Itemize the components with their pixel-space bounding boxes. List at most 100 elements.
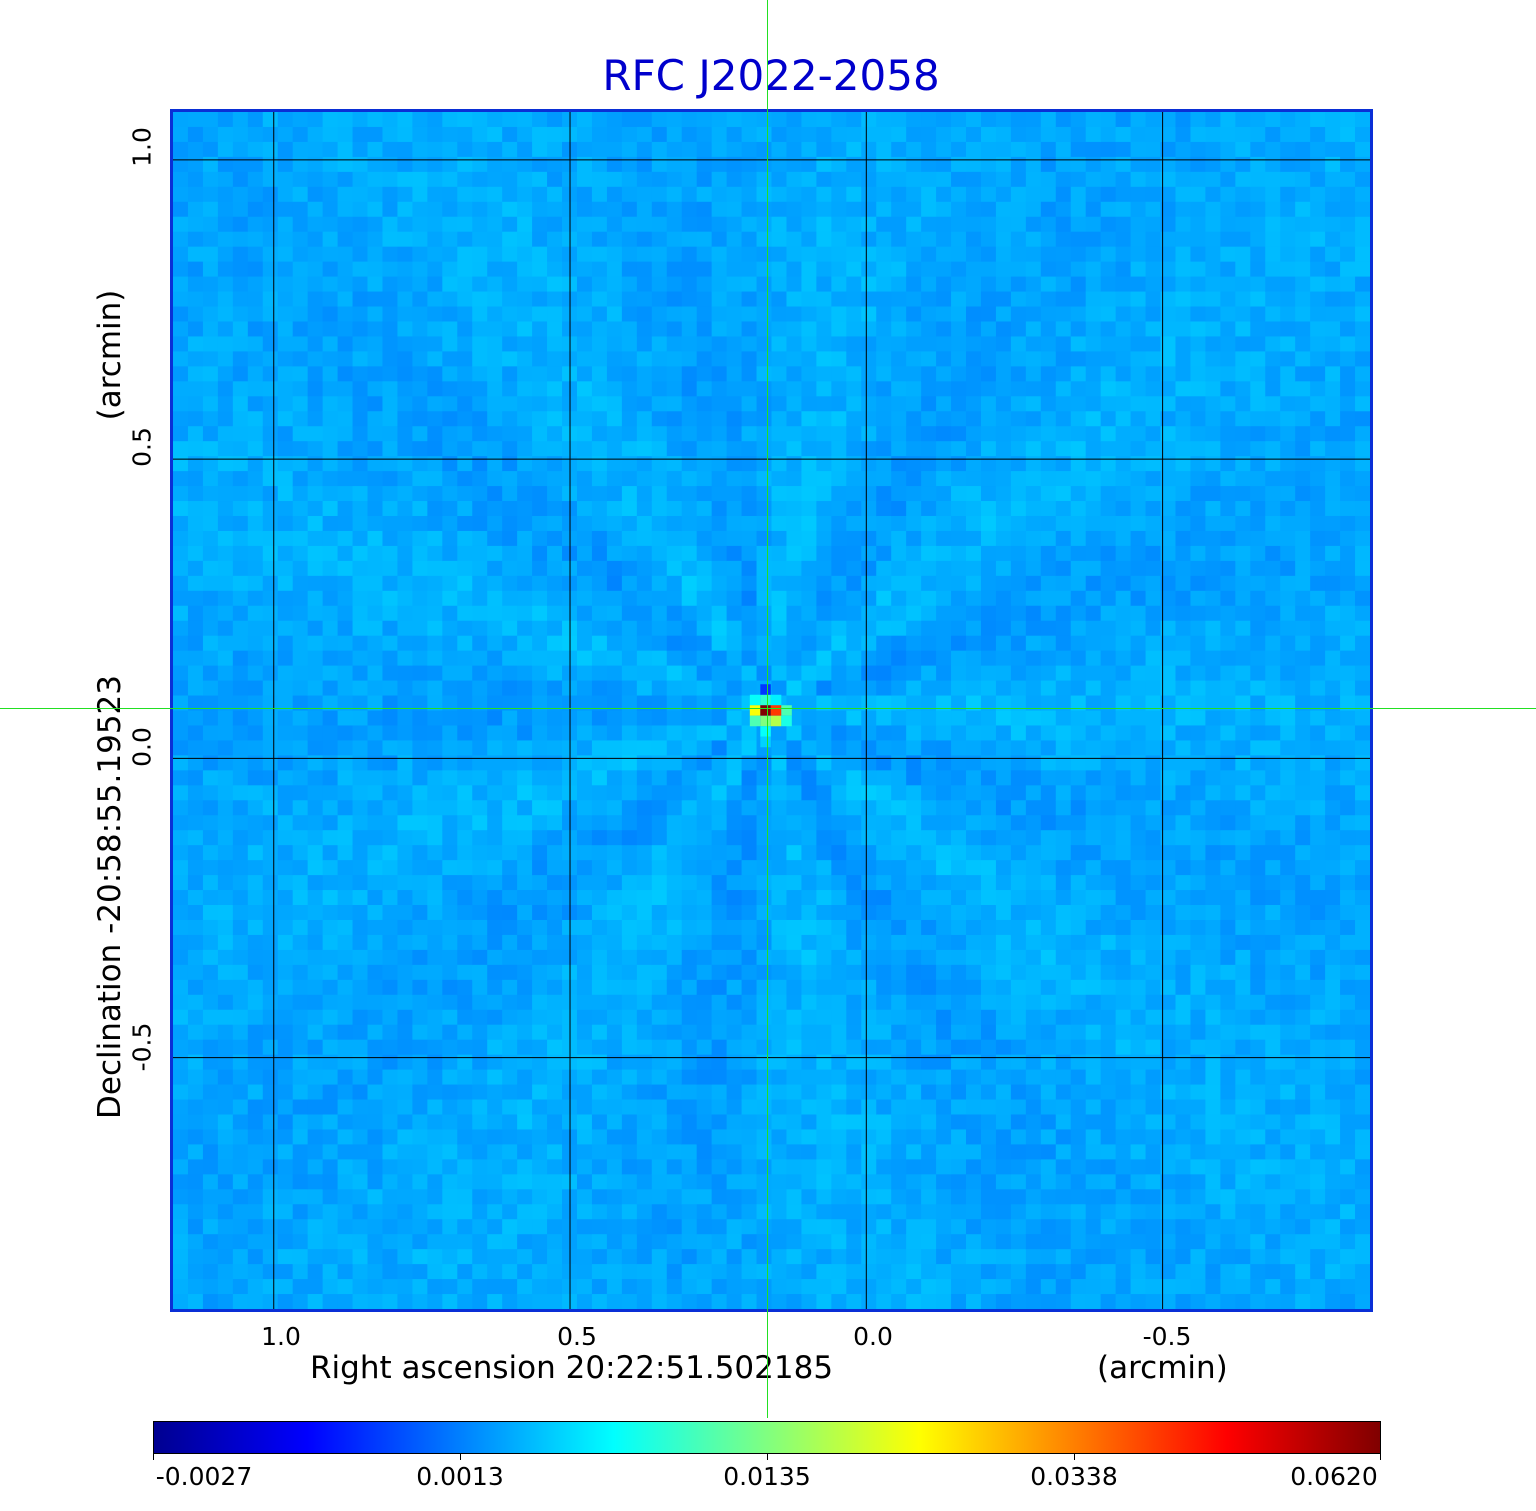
sky-pixel [651,590,668,607]
sky-pixel [966,501,982,517]
sky-pixel [876,1009,892,1026]
sky-pixel [771,994,788,1011]
sky-pixel [532,800,548,816]
sky-pixel [202,994,219,1011]
sky-pixel [352,171,369,188]
sky-pixel [1100,186,1117,203]
sky-pixel [427,306,443,323]
sky-pixel [382,1174,399,1190]
chart-title: RFC J2022-2058 [602,51,940,100]
sky-pixel [442,156,458,173]
image-plot-area[interactable] [170,109,1373,1312]
sky-pixel [936,156,952,173]
sky-pixel [891,1279,907,1295]
sky-pixel [202,1279,219,1295]
sky-pixel [397,815,413,831]
sky-pixel [891,126,907,143]
sky-pixel [621,680,638,697]
sky-pixel [397,411,413,427]
sky-pixel [382,1054,399,1071]
sky-pixel [726,201,743,218]
sky-pixel [966,800,982,816]
sky-pixel [382,156,399,173]
sky-pixel [771,216,788,233]
sky-pixel [891,860,907,876]
sky-pixel [1055,216,1072,233]
sky-pixel [816,949,832,966]
sky-pixel [966,785,982,801]
sky-pixel [786,919,803,936]
sky-pixel [1055,426,1072,442]
sky-pixel [412,994,428,1011]
sky-pixel [756,949,773,966]
sky-pixel [651,605,668,622]
sky-pixel [1040,126,1057,143]
sky-pixel [367,1159,384,1175]
sky-pixel [427,905,443,921]
sky-pixel [337,1219,354,1235]
sky-pixel [1085,575,1102,592]
sky-pixel [1025,441,1042,457]
sky-pixel [786,291,803,308]
sky-pixel [1085,501,1102,517]
sky-pixel [337,845,354,861]
sky-pixel [1010,830,1027,846]
sky-pixel [217,530,234,547]
sky-pixel [487,1279,503,1295]
sky-pixel [711,396,728,412]
sky-pixel [726,1279,743,1295]
sky-pixel [681,306,698,323]
sky-pixel [1085,905,1102,921]
sky-pixel [906,725,922,742]
sky-pixel [457,126,473,143]
sky-pixel [1025,710,1042,727]
sky-pixel [816,1084,832,1101]
sky-pixel [711,366,728,382]
sky-pixel [831,1219,847,1235]
sky-pixel [1040,141,1057,158]
sky-pixel [247,501,264,517]
sky-pixel [277,830,294,846]
sky-pixel [666,590,683,607]
sky-pixel [591,231,608,248]
sky-pixel [756,1024,773,1041]
sky-pixel [636,949,653,966]
sky-pixel [921,590,937,607]
sky-pixel [173,486,189,502]
sky-pixel [502,156,518,173]
sky-pixel [711,905,728,921]
sky-pixel [322,530,339,547]
sky-pixel [591,800,608,816]
sky-pixel [966,1294,982,1309]
sky-pixel [412,545,428,562]
sky-pixel [173,321,189,338]
sky-pixel [681,456,698,472]
sky-pixel [741,1069,758,1086]
sky-pixel [517,1279,533,1295]
sky-pixel [906,1054,922,1071]
sky-pixel [307,590,324,607]
sky-pixel [367,396,384,412]
sky-pixel [517,665,533,682]
sky-pixel [247,890,264,906]
sky-pixel [651,695,668,712]
sky-pixel [382,471,399,487]
sky-pixel [771,381,788,397]
sky-pixel [337,515,354,532]
sky-pixel [801,366,817,382]
sky-pixel [696,515,713,532]
sky-pixel [621,1144,638,1160]
sky-pixel [397,381,413,397]
sky-pixel [532,919,548,936]
sky-pixel [801,590,817,607]
sky-pixel [517,291,533,308]
sky-pixel [487,590,503,607]
sky-pixel [262,1174,279,1190]
sky-pixel [995,276,1012,293]
sky-pixel [1010,740,1027,756]
sky-pixel [726,336,743,352]
sky-pixel [606,590,623,607]
sky-pixel [247,141,264,158]
sky-pixel [427,1084,443,1101]
sky-pixel [1010,1099,1027,1116]
